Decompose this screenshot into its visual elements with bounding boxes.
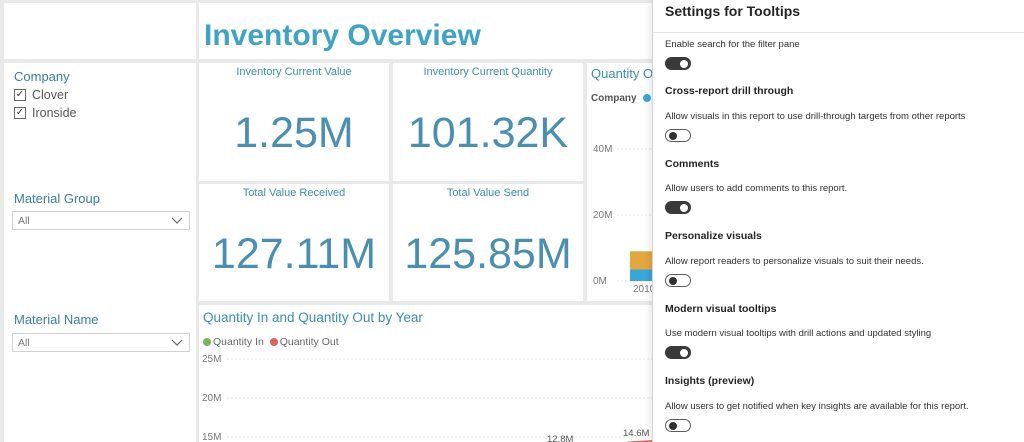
setting-heading: Insights (preview) <box>665 375 755 387</box>
toggle-knob <box>669 276 677 285</box>
comments-toggle[interactable] <box>665 201 691 214</box>
toggle-knob <box>680 348 688 357</box>
title-card: Inventory Overview <box>199 3 669 59</box>
setting-heading: Modern visual tooltips <box>665 303 777 315</box>
bar-segment <box>630 269 669 281</box>
company-option-clover[interactable]: ✓ Clover <box>14 88 68 102</box>
settings-panel-title: Settings for Tooltips <box>665 3 801 19</box>
kpi-value: 127.11M <box>211 230 377 278</box>
personalize-visuals-toggle[interactable] <box>665 274 691 287</box>
legend-dot <box>269 338 278 346</box>
y-tick-label: 20M <box>202 393 221 404</box>
x-tick-label: 2010 <box>633 284 656 295</box>
kpi-label: Total Value Send <box>446 187 530 199</box>
quantity-in-out-chart[interactable]: Quantity In and Quantity Out by Year Qua… <box>199 305 669 442</box>
kpi-label: Inventory Current Value <box>236 66 352 78</box>
kpi-card-value-received[interactable]: Total Value Received 127.11M <box>199 184 389 301</box>
kpi-card-value-send[interactable]: Total Value Send 125.85M <box>393 184 583 301</box>
legend-dot <box>642 94 651 102</box>
company-option-label: Ironside <box>32 106 77 120</box>
company-slicer-title: Company <box>14 69 70 84</box>
data-label: 12.8M <box>547 434 573 442</box>
toggle-knob <box>680 59 688 68</box>
setting-description: Allow report readers to personalize visu… <box>665 256 924 267</box>
insights-toggle[interactable] <box>665 419 691 432</box>
drill-through-toggle[interactable] <box>665 129 691 142</box>
material-group-value: All <box>18 215 30 227</box>
y-tick-label: 0M <box>593 276 607 287</box>
setting-heading: Comments <box>665 158 720 170</box>
company-option-label: Clover <box>32 88 69 102</box>
y-tick-label: 15M <box>202 432 221 442</box>
page-title: Inventory Overview <box>204 19 481 52</box>
legend-label-quantity-out: Quantity Out <box>279 336 339 348</box>
toggle-knob <box>669 131 677 140</box>
y-tick-label: 20M <box>593 210 612 221</box>
kpi-label: Total Value Received <box>242 187 346 199</box>
y-tick-label: 25M <box>202 354 221 365</box>
kpi-label: Inventory Current Quantity <box>423 66 553 78</box>
chevron-down-icon <box>171 217 183 224</box>
settings-panel: Settings for Tooltips Enable search for … <box>652 0 1024 442</box>
company-option-ironside[interactable]: ✓ Ironside <box>14 106 76 120</box>
kpi-value: 125.85M <box>404 230 572 278</box>
material-group-dropdown[interactable]: All <box>12 211 190 230</box>
toggle-knob <box>680 203 688 212</box>
checkbox-checked-icon[interactable]: ✓ <box>14 89 26 101</box>
legend-label-quantity-in: Quantity In <box>213 336 264 348</box>
filter-panel: Company ✓ Clover ✓ Ironside Material Gro… <box>4 63 196 442</box>
divider <box>653 32 1024 33</box>
chart-legend: Quantity In Quantity Out <box>203 336 339 348</box>
data-label: 14.6M <box>623 428 649 439</box>
kpi-card-inventory-value[interactable]: Inventory Current Value 1.25M <box>199 63 389 181</box>
setting-description: Allow users to add comments to this repo… <box>665 183 848 194</box>
logo-area <box>4 3 196 59</box>
setting-description: Allow visuals in this report to use dril… <box>665 111 966 122</box>
chart-plot: 25M 20M 15M 12.8M 14.6M <box>202 354 669 442</box>
modern-tooltips-toggle[interactable] <box>665 346 691 359</box>
checkbox-checked-icon[interactable]: ✓ <box>14 107 26 119</box>
kpi-value: 101.32K <box>407 109 569 157</box>
toggle-knob <box>669 421 677 430</box>
setting-description: Allow users to get notified when key ins… <box>665 401 969 412</box>
material-group-slicer-title: Material Group <box>14 191 100 206</box>
setting-description: Enable search for the filter pane <box>665 39 800 50</box>
chart-legend: Company <box>591 93 651 104</box>
chart-title: Quantity O <box>591 66 654 81</box>
setting-heading: Personalize visuals <box>665 230 762 242</box>
kpi-card-inventory-quantity[interactable]: Inventory Current Quantity 101.32K <box>393 63 583 181</box>
material-name-value: All <box>18 337 30 349</box>
filter-search-toggle[interactable] <box>665 57 691 70</box>
setting-heading: Cross-report drill through <box>665 85 794 97</box>
setting-description: Use modern visual tooltips with drill ac… <box>665 328 932 339</box>
chevron-down-icon <box>171 339 183 346</box>
material-name-dropdown[interactable]: All <box>12 333 190 352</box>
material-name-slicer-title: Material Name <box>14 312 99 327</box>
kpi-value: 1.25M <box>234 109 354 157</box>
chart-title: Quantity In and Quantity Out by Year <box>203 310 423 325</box>
legend-title: Company <box>591 93 637 104</box>
legend-dot <box>203 338 211 346</box>
y-tick-label: 40M <box>593 144 612 155</box>
